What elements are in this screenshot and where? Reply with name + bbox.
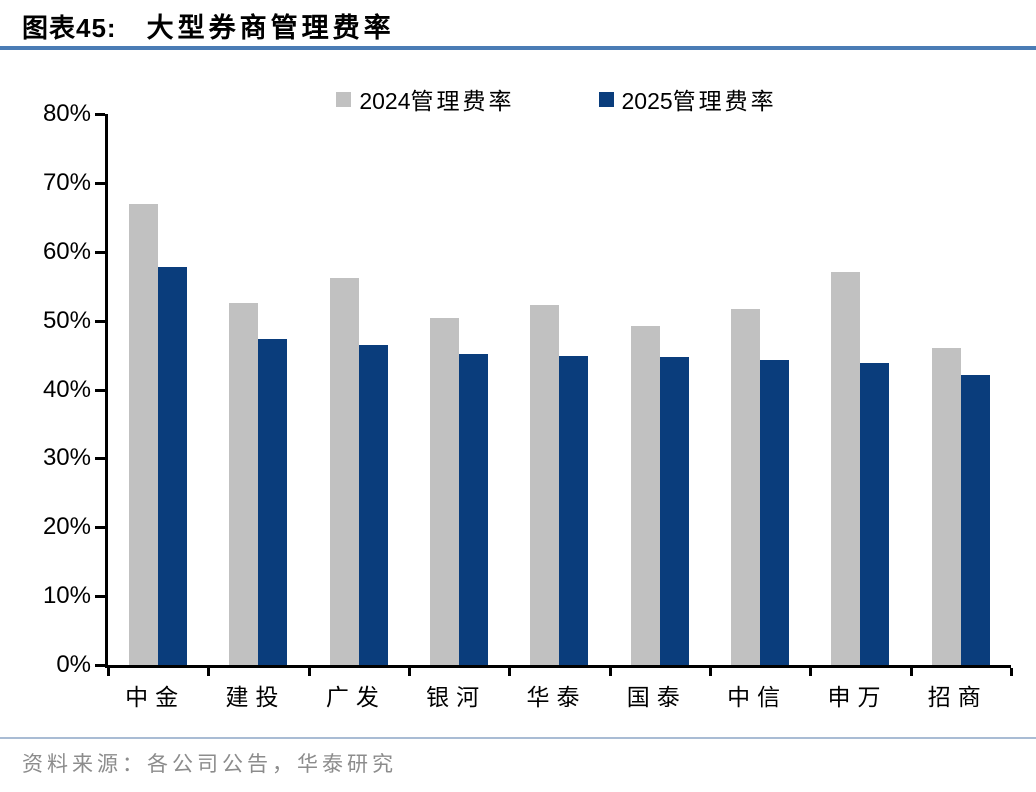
- x-axis-tick: [307, 668, 311, 676]
- y-axis-label: 40%: [42, 375, 91, 403]
- y-axis-label: 30%: [42, 444, 91, 472]
- bar-group-建投: [208, 114, 308, 665]
- x-axis-tick: [508, 668, 512, 676]
- legend-item-1: 2025管理费率: [598, 82, 777, 116]
- x-axis-label-申万: 申万: [827, 685, 888, 710]
- x-axis-label-广发: 广发: [325, 685, 386, 710]
- x-axis-tick: [608, 668, 612, 676]
- bar-2024管理费率-银河: [430, 317, 460, 665]
- y-axis-label: 0%: [56, 651, 91, 678]
- y-axis-label: 80%: [42, 100, 91, 127]
- bar-2024管理费率-国泰: [630, 326, 660, 665]
- x-axis-label-建投: 建投: [225, 685, 286, 710]
- x-axis-label-银河: 银河: [426, 685, 487, 710]
- bar-2025管理费率-中金: [158, 266, 188, 665]
- x-axis-tick: [207, 668, 211, 676]
- bar-group-银河: [409, 114, 509, 665]
- y-axis-tick: [95, 526, 105, 530]
- y-axis-tick: [95, 113, 105, 116]
- legend-item-0: 2024管理费率: [336, 82, 514, 116]
- y-axis-tick: [95, 388, 105, 392]
- x-axis-tick: [809, 668, 813, 676]
- y-axis-label: 50%: [42, 306, 91, 334]
- bar-group-华泰: [509, 114, 609, 665]
- bar-2024管理费率-中信: [731, 308, 761, 665]
- x-axis-tick: [107, 668, 110, 676]
- bars-layer: [108, 114, 1011, 665]
- bar-2025管理费率-华泰: [559, 356, 589, 665]
- bar-group-中金: [108, 114, 208, 665]
- bar-2024管理费率-华泰: [530, 305, 560, 665]
- bar-2024管理费率-申万: [831, 272, 861, 665]
- bar-2025管理费率-银河: [459, 353, 489, 665]
- y-axis-tick: [95, 319, 105, 323]
- bar-group-广发: [309, 114, 409, 665]
- bar-2025管理费率-国泰: [659, 357, 689, 665]
- bar-group-申万: [810, 114, 910, 665]
- bar-2025管理费率-建投: [258, 338, 288, 665]
- title-underline: [0, 46, 1036, 50]
- bar-2024管理费率-广发: [329, 277, 359, 665]
- bar-2024管理费率-招商: [931, 347, 961, 665]
- y-axis-tick: [95, 595, 105, 599]
- figure-title: 图表45: 大型券商管理费率: [22, 6, 395, 45]
- plot-area: 0% 10% 20% 30% 40% 50% 60% 70% 80%: [43, 101, 1013, 678]
- y-axis-label: 10%: [42, 582, 91, 610]
- x-axis-tick: [407, 668, 411, 676]
- y-axis-label: 60%: [42, 237, 91, 265]
- y-axis-label: 70%: [42, 168, 91, 196]
- x-axis-label-招商: 招商: [927, 685, 988, 710]
- figure-label: 图表45:: [22, 13, 117, 43]
- chart-legend: 2024管理费率 2025管理费率: [105, 82, 1008, 116]
- bar-2024管理费率-建投: [229, 302, 259, 665]
- y-axis-tick: [95, 250, 105, 254]
- legend-label: 2025管理费率: [621, 88, 777, 114]
- footer-divider: [0, 737, 1036, 739]
- y-axis-tick: [95, 457, 105, 461]
- bar-group-国泰: [610, 114, 710, 665]
- y-axis-tick: [95, 181, 105, 185]
- bar-group-中信: [710, 114, 810, 665]
- legend-swatch-icon: [598, 91, 614, 107]
- x-axis-tick: [708, 668, 712, 676]
- bar-2025管理费率-广发: [358, 344, 388, 665]
- bar-2025管理费率-申万: [860, 362, 890, 665]
- x-axis-label-中信: 中信: [727, 685, 788, 710]
- page-title: 大型券商管理费率: [146, 13, 395, 43]
- x-axis-tick: [1010, 668, 1013, 676]
- x-axis-labels: 中金 建投 广发 银河 华泰 国泰 中信 申万 招商: [105, 678, 1008, 712]
- x-axis-label-国泰: 国泰: [626, 685, 687, 710]
- source-note: 资料来源：各公司公告，华泰研究: [22, 752, 397, 776]
- bar-group-招商: [911, 114, 1011, 665]
- bar-2024管理费率-中金: [129, 203, 159, 665]
- x-axis-tick: [909, 668, 913, 676]
- x-axis-label-华泰: 华泰: [526, 685, 587, 710]
- x-axis-label-中金: 中金: [125, 685, 186, 710]
- bar-2025管理费率-中信: [760, 359, 790, 665]
- legend-label: 2024管理费率: [359, 88, 515, 114]
- bar-2025管理费率-招商: [960, 375, 990, 665]
- y-axis-label: 20%: [42, 513, 91, 541]
- legend-swatch-icon: [336, 91, 352, 107]
- y-axis-tick: [95, 664, 105, 667]
